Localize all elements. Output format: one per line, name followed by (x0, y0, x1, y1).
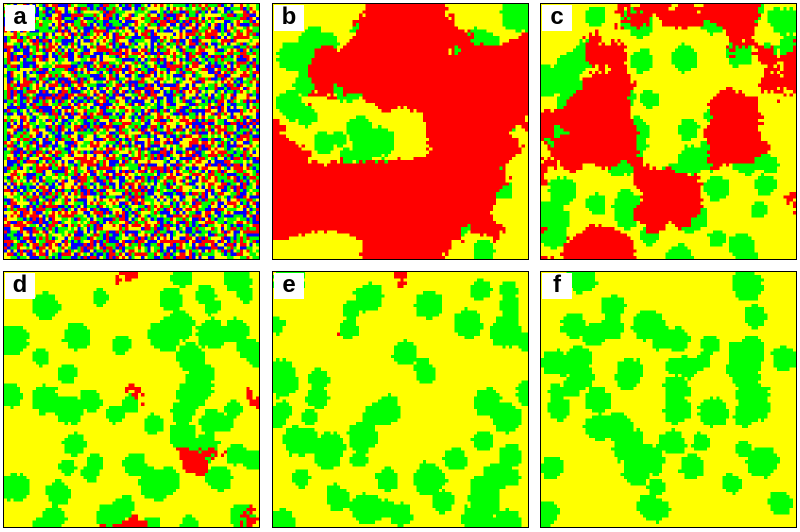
panel-b: b (272, 3, 529, 260)
panel-label: b (274, 5, 304, 31)
panel-label: f (542, 273, 572, 299)
panel-c: c (540, 3, 797, 260)
panel-e: e (272, 271, 529, 528)
lattice-b (273, 4, 528, 259)
panel-label: a (5, 5, 35, 31)
panel-d: d (3, 271, 260, 528)
panel-label: c (542, 5, 572, 31)
lattice-f (541, 272, 796, 527)
lattice-c (541, 4, 796, 259)
panel-f: f (540, 271, 797, 528)
lattice-a (4, 4, 259, 259)
panel-a: a (3, 3, 260, 260)
panel-label: d (5, 273, 35, 299)
lattice-e (273, 272, 528, 527)
lattice-d (4, 272, 259, 527)
panel-label: e (274, 273, 304, 299)
